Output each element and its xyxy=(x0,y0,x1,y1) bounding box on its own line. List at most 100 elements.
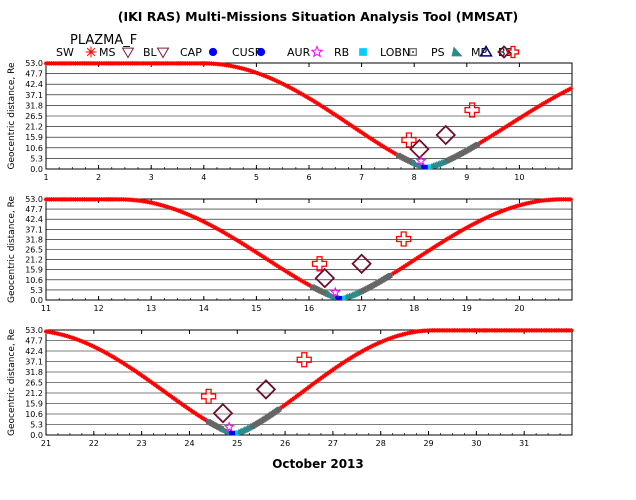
y-tick-label: 10.6 xyxy=(25,276,43,285)
plot-frame xyxy=(45,329,573,436)
x-tick-label: 2 xyxy=(96,173,101,182)
x-tick-label: 15 xyxy=(251,304,261,313)
x-tick-label: 23 xyxy=(137,439,147,448)
segment-point-square-dot xyxy=(474,142,480,148)
x-tick-label: 13 xyxy=(146,304,156,313)
orbit-point xyxy=(83,340,89,346)
y-tick-label: 15.9 xyxy=(25,400,43,409)
legend-label-ms: MS xyxy=(99,46,115,59)
x-tick-label: 5 xyxy=(254,173,259,182)
legend-label-aur: AUR xyxy=(287,46,311,59)
x-tick-label: 20 xyxy=(514,304,524,313)
y-axis-label: Geocentric distance, Re xyxy=(7,196,17,303)
x-tick-label: 19 xyxy=(462,304,472,313)
magnetopause-crossing-out xyxy=(435,124,457,146)
x-tick-label: 18 xyxy=(409,304,419,313)
legend-marker-ms xyxy=(121,47,135,59)
orbit-point xyxy=(568,197,573,202)
x-tick-label: 28 xyxy=(376,439,386,448)
y-tick-label: 5.3 xyxy=(30,286,43,295)
x-tick-label: 25 xyxy=(232,439,242,448)
x-tick-label: 27 xyxy=(328,439,338,448)
legend-marker-bl xyxy=(156,47,170,59)
legend-marker-ps xyxy=(451,46,463,57)
y-tick-label: 26.5 xyxy=(25,379,43,388)
x-tick-label: 29 xyxy=(423,439,433,448)
x-tick-label: 14 xyxy=(199,304,209,313)
x-tick-label: 26 xyxy=(280,439,290,448)
y-tick-label: 31.8 xyxy=(25,368,43,377)
x-tick-label: 12 xyxy=(94,304,104,313)
x-tick-label: 21 xyxy=(41,439,51,448)
x-tick-label: 24 xyxy=(184,439,194,448)
y-tick-label: 47.7 xyxy=(25,337,43,346)
x-tick-label: 22 xyxy=(89,439,99,448)
x-tick-label: 16 xyxy=(304,304,314,313)
orbit-point xyxy=(485,214,491,220)
orbit-point xyxy=(568,86,573,91)
bow-shock-crossing-out xyxy=(464,102,480,118)
perigee-segments xyxy=(395,142,480,170)
y-tick-label: 21.2 xyxy=(25,123,43,132)
x-axis-title: October 2013 xyxy=(272,457,364,471)
bow-shock-crossing-out xyxy=(396,231,412,247)
y-tick-label: 21.2 xyxy=(25,256,43,265)
legend: SW MS BL CAP CUSP AUR RB LOBN PS MP BS xyxy=(56,45,520,59)
perigee-segments xyxy=(310,272,393,301)
y-tick-label: 47.7 xyxy=(25,205,43,214)
aurora-marker xyxy=(223,421,235,432)
orbit-point xyxy=(78,338,84,344)
y-tick-label: 21.2 xyxy=(25,389,43,398)
y-tick-label: 53.0 xyxy=(25,326,43,335)
y-tick-label: 0.0 xyxy=(30,296,43,305)
legend-label-sw: SW xyxy=(56,46,74,59)
y-tick-label: 15.9 xyxy=(25,133,43,142)
y-tick-label: 10.6 xyxy=(25,144,43,153)
aurora-marker xyxy=(415,155,427,166)
y-tick-label: 0.0 xyxy=(30,431,43,440)
x-tick-label: 4 xyxy=(201,173,206,182)
orbit-curve xyxy=(43,197,573,298)
y-axis-label: Geocentric distance, Re xyxy=(7,62,17,169)
y-tick-label: 15.9 xyxy=(25,266,43,275)
legend-marker-lobn xyxy=(409,48,417,56)
y-tick-label: 47.7 xyxy=(25,70,43,79)
orbit-point xyxy=(191,214,196,219)
panel-3: 0.05.3 10.615.9 21.226.5 31.837.1 42.447.7 53… xyxy=(7,326,574,448)
orbit-point xyxy=(569,328,574,333)
y-tick-label: 5.3 xyxy=(30,421,43,430)
y-tick-label: 31.8 xyxy=(25,235,43,244)
orbit-point xyxy=(192,215,198,220)
legend-marker-extra xyxy=(506,45,520,59)
x-tick-label: 31 xyxy=(519,439,529,448)
plot-frame xyxy=(45,198,573,301)
legend-label-bl: BL xyxy=(143,46,158,59)
y-tick-label: 5.3 xyxy=(30,154,43,163)
legend-label-ps: PS xyxy=(431,46,445,59)
y-tick-label: 53.0 xyxy=(25,59,43,68)
x-tick-label: 7 xyxy=(359,173,364,182)
magnetopause-crossing-out xyxy=(255,379,277,400)
x-tick-label: 17 xyxy=(357,304,367,313)
y-tick-label: 42.4 xyxy=(25,215,43,224)
legend-label-cusp: CUSP xyxy=(232,46,262,59)
legend-marker-cap xyxy=(208,47,218,57)
y-tick-label: 42.4 xyxy=(25,347,43,356)
y-axis-label: Geocentric distance, Re xyxy=(7,329,17,436)
legend-label-cap: CAP xyxy=(180,46,202,59)
x-tick-label: 11 xyxy=(41,304,51,313)
bow-shock-crossing-in xyxy=(200,388,217,405)
x-tick-label: 8 xyxy=(412,173,417,182)
x-tick-label: 1 xyxy=(43,173,48,182)
legend-marker-cusp xyxy=(256,47,266,57)
x-tick-label: 10 xyxy=(514,173,524,182)
y-tick-label: 31.8 xyxy=(25,101,43,110)
panels: 0.05.310.615.921.226.531.837.142.447.753… xyxy=(7,59,574,448)
x-tick-label: 30 xyxy=(471,439,481,448)
segment-point-square-dot xyxy=(276,406,282,412)
segment-point-square-dot xyxy=(387,272,393,279)
y-tick-label: 26.5 xyxy=(25,112,43,121)
magnetopause-crossing-out xyxy=(351,253,372,275)
bow-shock-crossing-out xyxy=(296,352,312,368)
